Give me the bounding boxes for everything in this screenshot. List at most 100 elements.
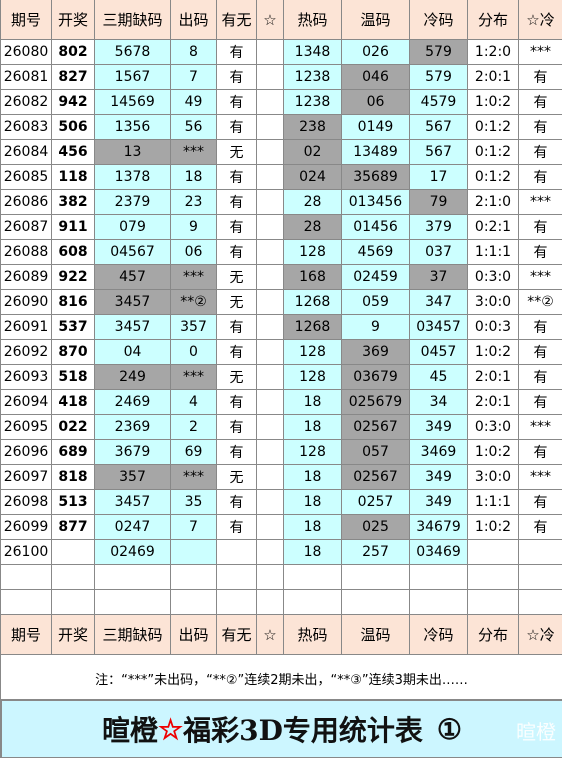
table-cell: 1:1:1 [468, 490, 519, 515]
table-cell: 816 [52, 290, 95, 315]
table-cell: 827 [52, 65, 95, 90]
table-cell: 579 [410, 40, 468, 65]
table-cell [257, 540, 284, 565]
empty-cell [217, 590, 257, 615]
table-cell: 0:3:0 [468, 415, 519, 440]
table-cell: 1238 [284, 90, 342, 115]
table-cell: 689 [52, 440, 95, 465]
table-cell: 03679 [342, 365, 410, 390]
table-cell: *** [171, 465, 217, 490]
empty-cell [342, 565, 410, 590]
table-cell: 1268 [284, 315, 342, 340]
column-header: 热码 [284, 0, 342, 40]
table-cell: 382 [52, 190, 95, 215]
empty-cell [284, 565, 342, 590]
table-cell: 456 [52, 140, 95, 165]
table-cell: 518 [52, 365, 95, 390]
table-cell: 有 [217, 65, 257, 90]
empty-cell [342, 590, 410, 615]
table-cell: 18 [284, 415, 342, 440]
table-cell: 26085 [1, 165, 52, 190]
table-cell: 3469 [410, 440, 468, 465]
table-cell: 8 [171, 40, 217, 65]
empty-cell [95, 590, 171, 615]
table-cell: 06 [342, 90, 410, 115]
column-header: ☆ [257, 615, 284, 655]
table-cell: 26087 [1, 215, 52, 240]
table-cell: 4 [171, 390, 217, 415]
table-cell: 128 [284, 240, 342, 265]
empty-cell [1, 590, 52, 615]
table-cell: 3679 [95, 440, 171, 465]
table-cell: **② [171, 290, 217, 315]
table-cell: 1238 [284, 65, 342, 90]
table-cell: 257 [342, 540, 410, 565]
table-cell [257, 290, 284, 315]
table-cell: 无 [217, 290, 257, 315]
table-cell [257, 165, 284, 190]
column-header: 温码 [342, 0, 410, 40]
table-cell [257, 390, 284, 415]
empty-cell [257, 590, 284, 615]
table-cell: 26084 [1, 140, 52, 165]
table-cell: 567 [410, 140, 468, 165]
table-cell: 059 [342, 290, 410, 315]
table-cell: 04567 [95, 240, 171, 265]
table-cell [257, 115, 284, 140]
table-cell [257, 415, 284, 440]
table-cell: 26095 [1, 415, 52, 440]
table-cell: 0457 [410, 340, 468, 365]
table-cell: 1348 [284, 40, 342, 65]
empty-cell [468, 565, 519, 590]
table-cell: 0257 [342, 490, 410, 515]
table-cell: 7 [171, 515, 217, 540]
table-cell [52, 540, 95, 565]
table-cell: 1567 [95, 65, 171, 90]
table-cell: 1268 [284, 290, 342, 315]
table-cell: 有 [519, 440, 562, 465]
table-cell: 3:0:0 [468, 290, 519, 315]
table-cell [257, 190, 284, 215]
empty-cell [52, 565, 95, 590]
table-cell: 037 [410, 240, 468, 265]
table-cell: 2:0:1 [468, 390, 519, 415]
table-cell: 有 [519, 365, 562, 390]
table-cell: 有 [519, 165, 562, 190]
table-cell: 4569 [342, 240, 410, 265]
table-cell: 9 [171, 215, 217, 240]
table-cell: 23 [171, 190, 217, 215]
table-cell: 7 [171, 65, 217, 90]
table-cell [257, 515, 284, 540]
table-cell: 1:0:2 [468, 515, 519, 540]
table-cell: 有 [519, 115, 562, 140]
table-cell: 28 [284, 190, 342, 215]
table-cell [257, 340, 284, 365]
table-cell: 349 [410, 490, 468, 515]
table-cell: 有 [519, 490, 562, 515]
table-cell: *** [171, 365, 217, 390]
table-cell: 2:1:0 [468, 190, 519, 215]
table-cell: 349 [410, 465, 468, 490]
table-cell: 0149 [342, 115, 410, 140]
table-cell: 17 [410, 165, 468, 190]
table-cell: *** [519, 465, 562, 490]
table-cell: 18 [284, 465, 342, 490]
empty-cell [519, 590, 562, 615]
table-cell: 无 [217, 265, 257, 290]
table-cell: 18 [284, 540, 342, 565]
table-cell: 026 [342, 40, 410, 65]
table-cell: 4579 [410, 90, 468, 115]
table-cell: 118 [52, 165, 95, 190]
table-cell: 357 [171, 315, 217, 340]
table-cell: 079 [95, 215, 171, 240]
table-cell: 1:0:2 [468, 440, 519, 465]
table-cell: 024 [284, 165, 342, 190]
table-cell: 1:1:1 [468, 240, 519, 265]
table-cell: *** [519, 415, 562, 440]
table-cell: 26093 [1, 365, 52, 390]
table-cell [257, 465, 284, 490]
table-cell: 26097 [1, 465, 52, 490]
table-cell: 3457 [95, 315, 171, 340]
table-cell: 有 [519, 65, 562, 90]
